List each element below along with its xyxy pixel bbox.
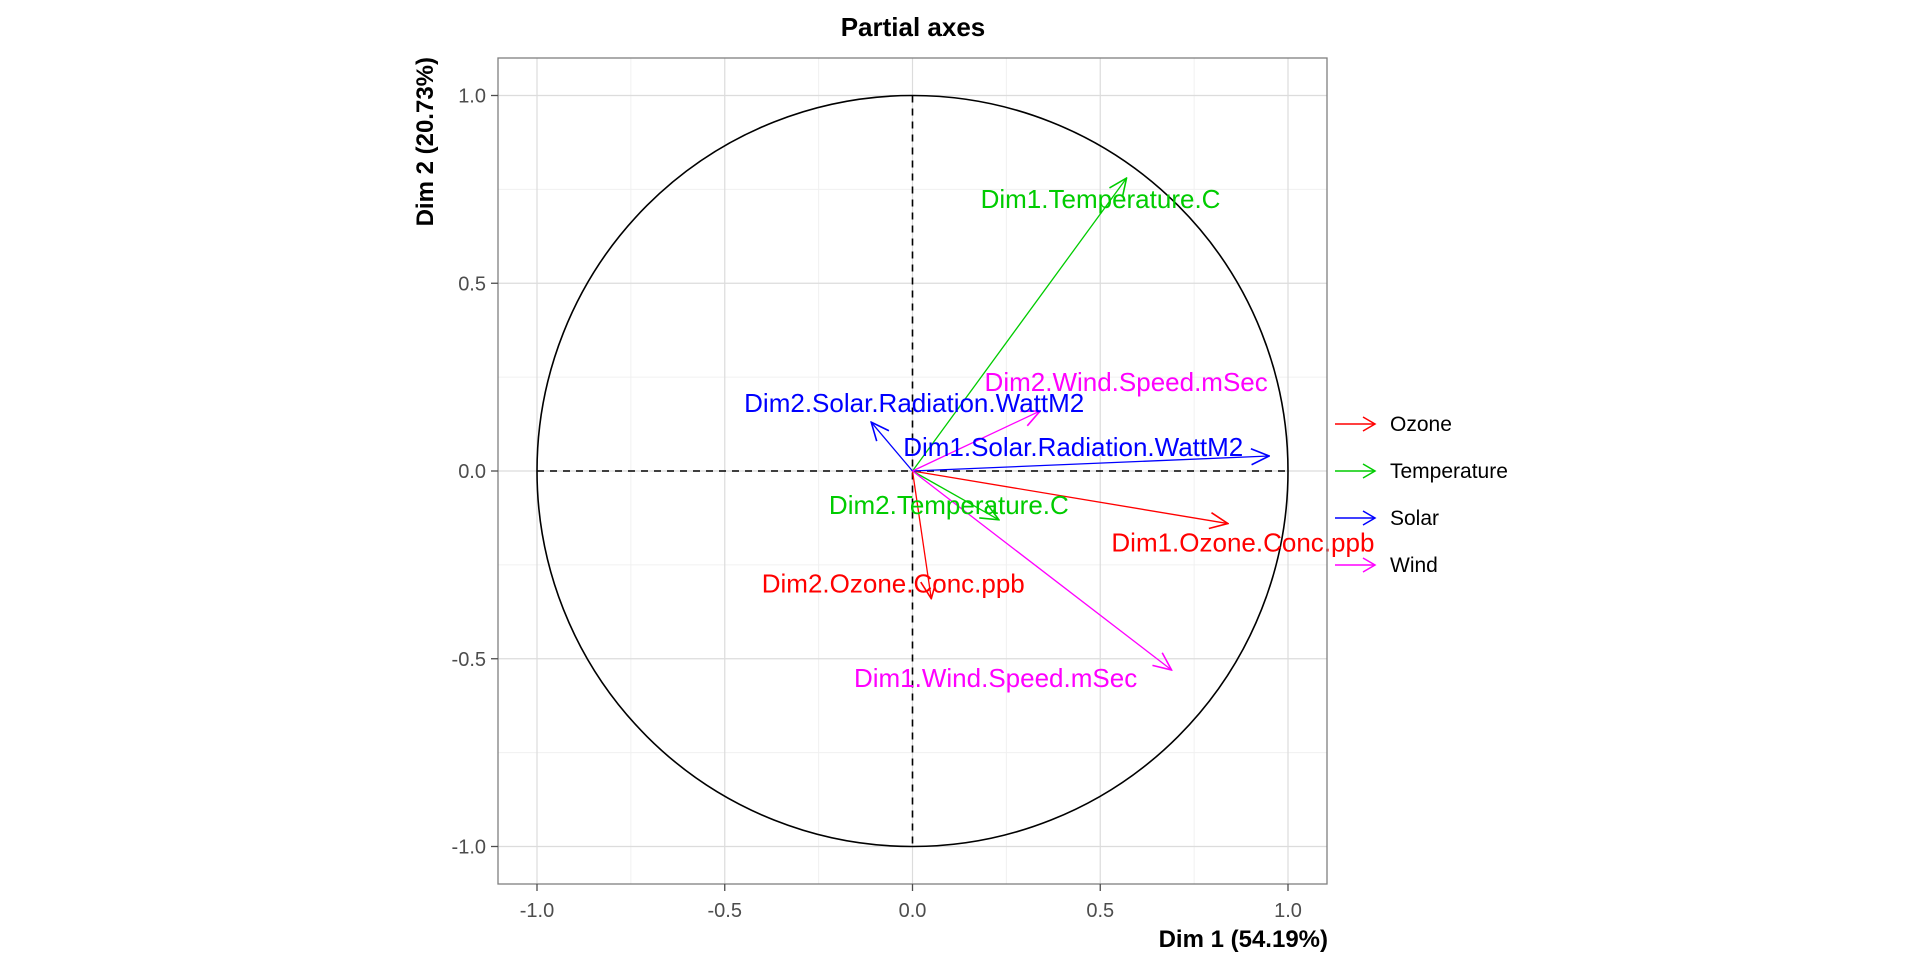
circle-layer [536, 94, 1289, 848]
vector-label: Dim1.Ozone.Conc.ppb [1111, 528, 1374, 558]
legend-label: Solar [1390, 507, 1439, 530]
vector-arrow [912, 470, 1172, 670]
x-tick-label: 0.0 [899, 900, 927, 922]
y-tick-label: 1.0 [458, 86, 486, 108]
vector-label: Dim2.Solar.Radiation.WattM2 [744, 388, 1084, 418]
y-tick-label: -0.5 [452, 649, 486, 671]
y-tick-label: 0.5 [458, 273, 486, 295]
vector-layer [871, 178, 1269, 670]
legend-item: Temperature [1335, 460, 1508, 483]
legend-swatch-arrowhead [1362, 416, 1377, 432]
vector-arrow [911, 470, 932, 599]
legend-item: Solar [1335, 507, 1439, 530]
legend-item: Wind [1335, 554, 1438, 577]
label-layer: Dim1.Ozone.Conc.ppb Dim2.Ozone.Conc.ppb Di… [744, 184, 1374, 693]
vector-label: Dim2.Ozone.Conc.ppb [762, 569, 1025, 599]
vector-label: Dim1.Solar.Radiation.WattM2 [903, 432, 1243, 462]
x-tick-label: 0.5 [1086, 900, 1114, 922]
legend-swatch-arrowhead [1362, 463, 1377, 479]
legend-swatch-arrowhead [1362, 557, 1377, 573]
legend: Ozone Temperature Solar Wind [1335, 413, 1508, 577]
x-tick-label: 1.0 [1274, 900, 1302, 922]
vector-arrow [912, 470, 1228, 524]
legend-label: Wind [1390, 554, 1438, 577]
vector-arrow [912, 456, 1270, 472]
vector-arrow [871, 422, 913, 472]
chart-title: Partial axes [841, 12, 986, 42]
vector-label: Dim2.Wind.Speed.mSec [985, 367, 1268, 397]
y-tick-label: -1.0 [452, 837, 486, 859]
legend-label: Ozone [1390, 413, 1452, 436]
vector-label: Dim1.Wind.Speed.mSec [854, 663, 1137, 693]
legend-item: Ozone [1335, 413, 1452, 436]
vector-label: Dim1.Temperature.C [981, 184, 1221, 214]
vector-label: Dim2.Temperature.C [829, 490, 1069, 520]
legend-swatch-arrowhead [1362, 510, 1377, 526]
axis-layer: -1.0 -0.5 0.0 0.5 1.0 -1.0 -0.5 0.0 0.5 1.0 [452, 57, 1328, 922]
vector-arrow [912, 470, 999, 520]
x-axis-title: Dim 1 (54.19%) [1159, 926, 1328, 953]
y-tick-label: 0.0 [458, 461, 486, 483]
y-axis-title: Dim 2 (20.73%) [412, 57, 439, 226]
x-tick-label: -0.5 [708, 900, 742, 922]
vector-arrow [912, 411, 1041, 472]
vector-arrow [911, 178, 1127, 472]
x-tick-label: -1.0 [520, 900, 554, 922]
legend-label: Temperature [1390, 460, 1508, 483]
